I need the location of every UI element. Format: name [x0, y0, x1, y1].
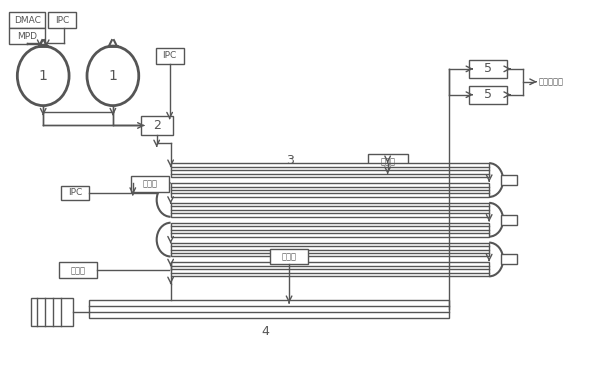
Text: IPC: IPC: [68, 189, 82, 198]
Bar: [59, 262, 97, 278]
Text: 5: 5: [484, 88, 492, 101]
Bar: [156, 48, 183, 64]
Bar: [170, 243, 489, 256]
Ellipse shape: [87, 46, 139, 106]
Bar: [368, 154, 408, 170]
Bar: [141, 116, 173, 135]
Bar: [89, 300, 450, 318]
Text: IPC: IPC: [162, 51, 177, 60]
Bar: [170, 203, 489, 217]
Text: 去纺丝工段: 去纺丝工段: [539, 77, 564, 86]
Text: 1: 1: [108, 69, 117, 83]
Bar: [501, 215, 517, 225]
Bar: [469, 86, 507, 104]
Text: 水冰水: 水冰水: [380, 158, 395, 167]
Bar: [31, 298, 73, 326]
Text: 3: 3: [286, 154, 294, 167]
Bar: [9, 12, 45, 28]
Text: DMAC: DMAC: [14, 16, 41, 25]
Bar: [48, 12, 76, 28]
Text: IPC: IPC: [55, 16, 69, 25]
Bar: [61, 186, 89, 200]
Bar: [469, 60, 507, 78]
Text: MPD: MPD: [17, 32, 38, 40]
Text: 5: 5: [484, 62, 492, 75]
Text: 2: 2: [153, 119, 161, 132]
Ellipse shape: [17, 46, 69, 106]
Bar: [131, 176, 169, 192]
Bar: [9, 28, 45, 44]
Bar: [501, 255, 517, 264]
Text: 4: 4: [261, 326, 269, 338]
Bar: [170, 223, 489, 237]
Text: 水冰水: 水冰水: [142, 180, 157, 189]
Text: 中和剂: 中和剂: [71, 266, 85, 275]
Text: 中和剂: 中和剂: [282, 252, 296, 261]
Bar: [501, 175, 517, 185]
Bar: [270, 249, 308, 264]
Text: 1: 1: [39, 69, 47, 83]
Bar: [170, 183, 489, 197]
Bar: [170, 163, 489, 177]
Bar: [170, 262, 489, 276]
